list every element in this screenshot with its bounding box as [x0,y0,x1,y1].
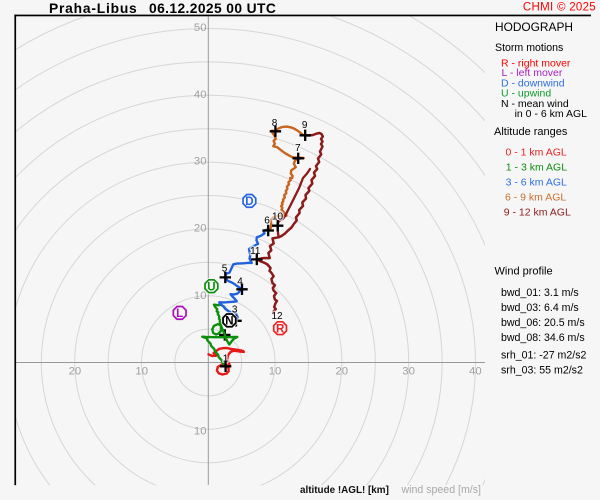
svg-text:06.12.2025 00 UTC: 06.12.2025 00 UTC [149,1,276,16]
svg-text:6 - 9 km AGL: 6 - 9 km AGL [505,191,566,203]
svg-text:R - right mover: R - right mover [501,57,571,69]
svg-text:U - upwind: U - upwind [501,88,551,100]
svg-text:bwd_06: 20.5 m/s: bwd_06: 20.5 m/s [501,317,585,329]
svg-text:20: 20 [194,222,207,234]
svg-text:6: 6 [264,216,270,227]
svg-text:3: 3 [232,305,238,316]
svg-text:7: 7 [295,143,301,154]
svg-text:D - downwind: D - downwind [501,77,565,89]
svg-text:3 - 6 km AGL: 3 - 6 km AGL [506,176,567,188]
svg-text:U: U [207,281,215,293]
svg-text:srh_01: -27 m2/s2: srh_01: -27 m2/s2 [501,350,586,362]
svg-text:Storm motions: Storm motions [495,42,563,54]
svg-text:40: 40 [469,366,482,378]
svg-text:1: 1 [223,353,229,364]
svg-text:1 - 3 km AGL: 1 - 3 km AGL [506,162,567,174]
svg-text:10: 10 [135,366,148,378]
svg-text:50: 50 [194,22,207,34]
svg-text:30: 30 [402,366,415,378]
svg-text:11: 11 [250,246,261,257]
svg-text:8: 8 [272,118,278,129]
svg-text:30: 30 [194,156,207,168]
svg-text:0 - 1 km AGL: 0 - 1 km AGL [506,147,567,159]
svg-text:N - mean wind: N - mean wind [501,98,569,110]
svg-text:CHMI © 2025: CHMI © 2025 [523,2,596,14]
svg-text:bwd_03: 6.4 m/s: bwd_03: 6.4 m/s [501,302,579,314]
svg-text:20: 20 [69,366,82,378]
svg-text:9 - 12 km AGL: 9 - 12 km AGL [504,206,571,218]
svg-text:4: 4 [237,276,243,287]
svg-text:10: 10 [272,211,284,222]
svg-text:20: 20 [336,366,349,378]
svg-text:9: 9 [302,120,308,131]
svg-text:Wind profile: Wind profile [495,265,553,277]
svg-text:40: 40 [194,89,207,101]
svg-text:srh_03: 55 m2/s2: srh_03: 55 m2/s2 [501,365,583,377]
svg-text:10: 10 [194,290,207,302]
svg-text:L - left mover: L - left mover [502,67,563,79]
svg-text:bwd_08: 34.6 m/s: bwd_08: 34.6 m/s [501,332,585,344]
svg-text:altitude !AGL! [km]: altitude !AGL! [km] [300,485,389,496]
svg-text:Praha-Libus: Praha-Libus [49,1,138,16]
svg-text:wind speed [m/s]: wind speed [m/s] [401,484,482,496]
svg-text:10: 10 [269,366,282,378]
svg-text:D: D [245,196,253,208]
svg-text:Altitude ranges: Altitude ranges [494,126,568,138]
svg-text:5: 5 [222,264,228,275]
svg-text:bwd_01: 3.1 m/s: bwd_01: 3.1 m/s [501,287,579,299]
svg-text:10: 10 [194,426,207,438]
svg-text:N: N [225,316,233,328]
svg-text:HODOGRAPH: HODOGRAPH [495,20,573,34]
svg-text:in 0 - 6 km AGL: in 0 - 6 km AGL [515,108,588,120]
svg-text:L: L [176,308,183,320]
svg-text:R: R [276,323,285,335]
